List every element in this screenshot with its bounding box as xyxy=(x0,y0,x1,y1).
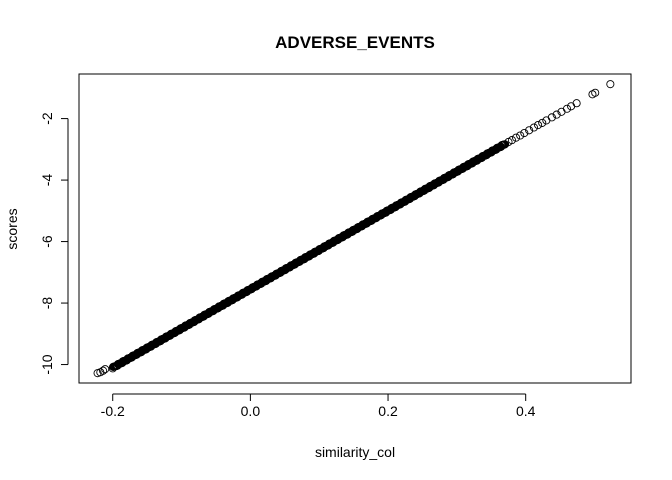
data-point xyxy=(547,113,556,122)
y-axis-label: scores xyxy=(4,208,20,249)
plot-frame xyxy=(78,73,632,384)
y-tick-label: -2 xyxy=(39,112,55,125)
data-point xyxy=(516,131,525,140)
data-point xyxy=(606,80,615,89)
y-tick-label: -8 xyxy=(39,297,55,310)
x-tick-label: 0.0 xyxy=(241,403,261,419)
data-point xyxy=(99,366,108,375)
data-point xyxy=(525,126,534,135)
y-tick-label: -6 xyxy=(39,235,55,248)
data-point xyxy=(552,110,561,119)
data-point xyxy=(591,88,600,97)
chart-title: ADVERSE_EVENTS xyxy=(275,33,435,52)
data-point xyxy=(572,99,581,108)
data-point xyxy=(520,128,529,138)
x-tick-label: -0.2 xyxy=(101,403,125,419)
x-axis-label: similarity_col xyxy=(315,444,395,460)
data-point xyxy=(534,120,543,130)
data-points xyxy=(93,80,615,378)
y-tick-label: -4 xyxy=(39,174,55,187)
data-point xyxy=(562,104,572,113)
x-tick-label: 0.4 xyxy=(516,403,536,419)
y-axis: -2 -4 -6 -8 -10 xyxy=(39,112,69,375)
data-point xyxy=(512,133,521,142)
x-axis: -0.2 0.0 0.2 0.4 xyxy=(101,393,536,419)
data-point xyxy=(538,118,547,127)
data-point xyxy=(507,136,516,145)
data-point xyxy=(529,123,539,132)
data-point xyxy=(101,365,110,374)
y-tick-label: -10 xyxy=(39,354,55,374)
x-tick-label: 0.2 xyxy=(378,403,398,419)
